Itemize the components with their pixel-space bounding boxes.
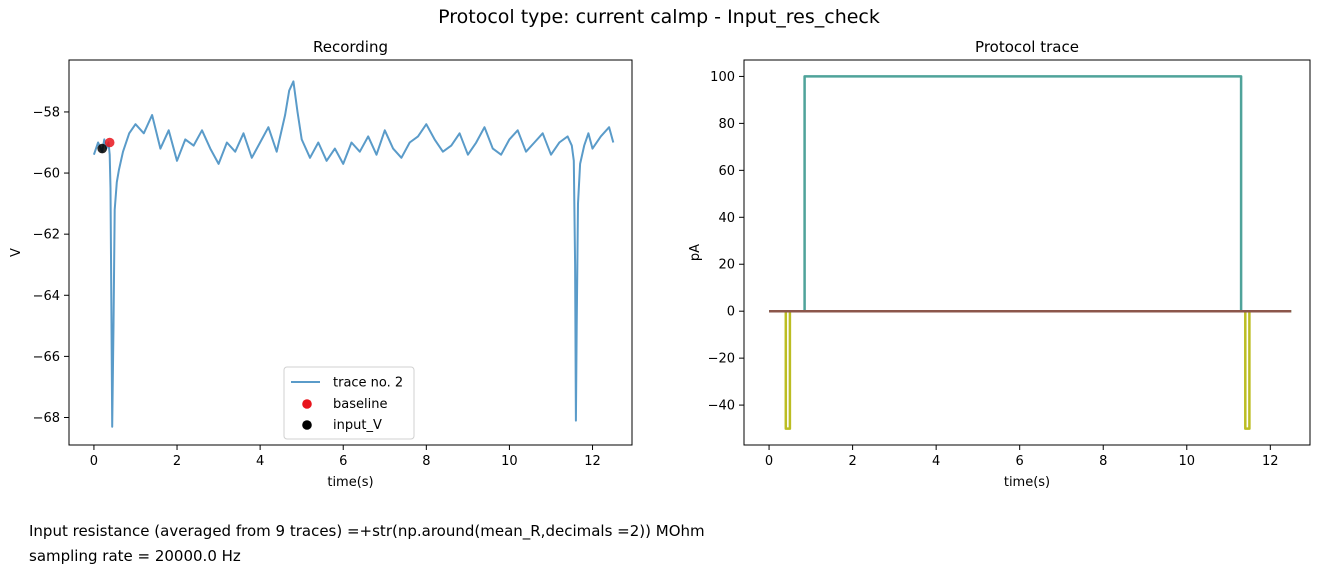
recording-y-tick-label: −62 xyxy=(33,228,60,243)
protocol-y-ticks: −40 −20 0 20 40 60 80 100 xyxy=(708,70,744,414)
protocol-x-tick-label: 4 xyxy=(932,454,940,469)
protocol-x-tick-label: 10 xyxy=(1179,454,1196,469)
recording-plot-area xyxy=(92,80,615,428)
recording-frame xyxy=(68,59,633,446)
recording-y-ticks: −68 −66 −64 −62 −60 −58 xyxy=(33,105,69,426)
recording-y-tick-label: −58 xyxy=(33,105,60,120)
recording-y-tick-label: −66 xyxy=(33,350,60,365)
protocol-frame xyxy=(743,59,1311,446)
protocol-plot-area xyxy=(769,75,1292,430)
protocol-y-tick-label: 80 xyxy=(718,117,735,132)
recording-legend: trace no. 2 baseline input_V xyxy=(283,366,415,440)
legend-dot-marker xyxy=(302,420,312,430)
recording-point-baseline xyxy=(104,137,115,148)
protocol-x-tick-label: 8 xyxy=(1099,454,1107,469)
recording-series-line-0 xyxy=(92,80,615,428)
recording-x-tick-label: 10 xyxy=(501,454,518,469)
protocol-x-tick-label: 2 xyxy=(848,454,856,469)
legend-frame xyxy=(283,366,415,440)
recording-y-tick-label: −64 xyxy=(33,289,60,304)
protocol-x-tick-label: 0 xyxy=(765,454,773,469)
recording-point-input_V xyxy=(97,143,107,154)
recording-x-tick-label: 6 xyxy=(339,454,347,469)
protocol-x-tick-label: 12 xyxy=(1262,454,1279,469)
protocol-axes: Protocol trace 0 2 4 6 8 10 12 −40 −20 0 20 40 60 80… xyxy=(688,38,1311,490)
recording-y-tick-label: −68 xyxy=(33,411,60,426)
figure-canvas: Recording 0 2 4 6 8 10 12 −68 −66 −64 −62 −60 −58 t… xyxy=(9,38,1311,490)
recording-title: Recording xyxy=(313,38,388,56)
recording-x-tick-label: 0 xyxy=(90,454,98,469)
recording-x-tick-label: 12 xyxy=(584,454,601,469)
recording-x-tick-label: 8 xyxy=(422,454,430,469)
recording-y-label: V xyxy=(9,248,24,257)
recording-axes: Recording 0 2 4 6 8 10 12 −68 −66 −64 −62 −60 −58 t… xyxy=(9,38,633,490)
recording-x-label: time(s) xyxy=(327,475,373,490)
legend-dot-marker xyxy=(302,399,312,409)
protocol-y-tick-label: 100 xyxy=(710,70,735,85)
recording-x-tick-label: 2 xyxy=(173,454,181,469)
figure-title: Protocol type: current calmp - Input_res… xyxy=(438,6,880,28)
protocol-y-tick-label: −20 xyxy=(708,352,735,367)
recording-x-tick-label: 4 xyxy=(256,454,264,469)
protocol-y-tick-label: −40 xyxy=(708,399,735,414)
sampling-rate-note: sampling rate = 20000.0 Hz xyxy=(29,547,241,565)
protocol-y-tick-label: 0 xyxy=(727,305,735,320)
protocol-x-label: time(s) xyxy=(1004,475,1050,490)
protocol-y-tick-label: 20 xyxy=(718,258,735,273)
legend-label-baseline: baseline xyxy=(333,397,387,412)
protocol-y-tick-label: 40 xyxy=(718,211,735,226)
protocol-x-tick-label: 6 xyxy=(1016,454,1024,469)
protocol-series-line-0 xyxy=(769,309,1292,430)
protocol-x-ticks: 0 2 4 6 8 10 12 xyxy=(765,445,1279,469)
legend-label-trace: trace no. 2 xyxy=(333,376,403,391)
protocol-title: Protocol trace xyxy=(975,38,1079,56)
protocol-y-label: pA xyxy=(688,244,703,261)
recording-x-ticks: 0 2 4 6 8 10 12 xyxy=(90,445,601,469)
legend-label-input-v: input_V xyxy=(333,418,382,433)
recording-y-tick-label: −60 xyxy=(33,167,60,182)
protocol-y-tick-label: 60 xyxy=(718,164,735,179)
protocol-series-line-1 xyxy=(769,75,1292,313)
input-resistance-note: Input resistance (averaged from 9 traces… xyxy=(29,522,705,540)
